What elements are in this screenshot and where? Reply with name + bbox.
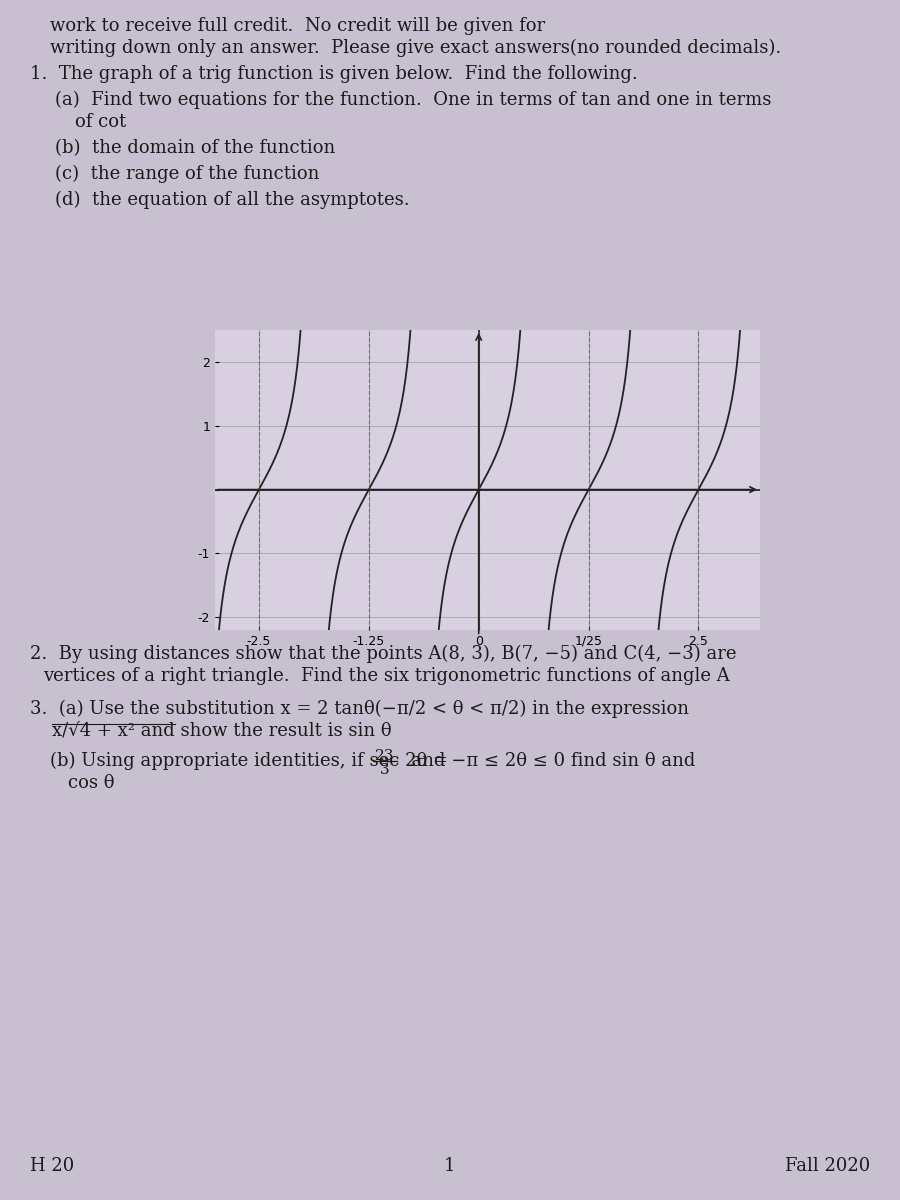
Text: writing down only an answer.  Please give exact answers(no rounded decimals).: writing down only an answer. Please give…: [50, 38, 781, 58]
Text: x/√4 + x² and show the result is sin θ: x/√4 + x² and show the result is sin θ: [52, 722, 392, 740]
Text: 3.  (a) Use the substitution x = 2 tanθ(−π/2 < θ < π/2) in the expression: 3. (a) Use the substitution x = 2 tanθ(−…: [30, 700, 689, 719]
Text: Fall 2020: Fall 2020: [785, 1157, 870, 1175]
Text: H 20: H 20: [30, 1157, 74, 1175]
Text: and −π ≤ 2θ ≤ 0 find sin θ and: and −π ≤ 2θ ≤ 0 find sin θ and: [400, 752, 696, 770]
Text: 1: 1: [445, 1157, 455, 1175]
Text: cos θ: cos θ: [68, 774, 114, 792]
Text: of cot: of cot: [75, 113, 126, 131]
Text: (a)  Find two equations for the function.  One in terms of tan and one in terms: (a) Find two equations for the function.…: [55, 91, 771, 109]
Text: vertices of a right triangle.  Find the six trigonometric functions of angle A: vertices of a right triangle. Find the s…: [43, 667, 730, 685]
Text: 3: 3: [380, 763, 390, 778]
Text: (d)  the equation of all the asymptotes.: (d) the equation of all the asymptotes.: [55, 191, 410, 209]
Text: (c)  the range of the function: (c) the range of the function: [55, 164, 319, 184]
Text: (b) Using appropriate identities, if sec 2θ =: (b) Using appropriate identities, if sec…: [50, 752, 454, 770]
Text: 23: 23: [375, 749, 395, 763]
Text: 2.  By using distances show that the points A(8, 3), B(7, −5) and C(4, −3) are: 2. By using distances show that the poin…: [30, 646, 736, 664]
Text: 1.  The graph of a trig function is given below.  Find the following.: 1. The graph of a trig function is given…: [30, 65, 638, 83]
Text: work to receive full credit.  No credit will be given for: work to receive full credit. No credit w…: [50, 17, 545, 35]
Text: (b)  the domain of the function: (b) the domain of the function: [55, 139, 335, 157]
